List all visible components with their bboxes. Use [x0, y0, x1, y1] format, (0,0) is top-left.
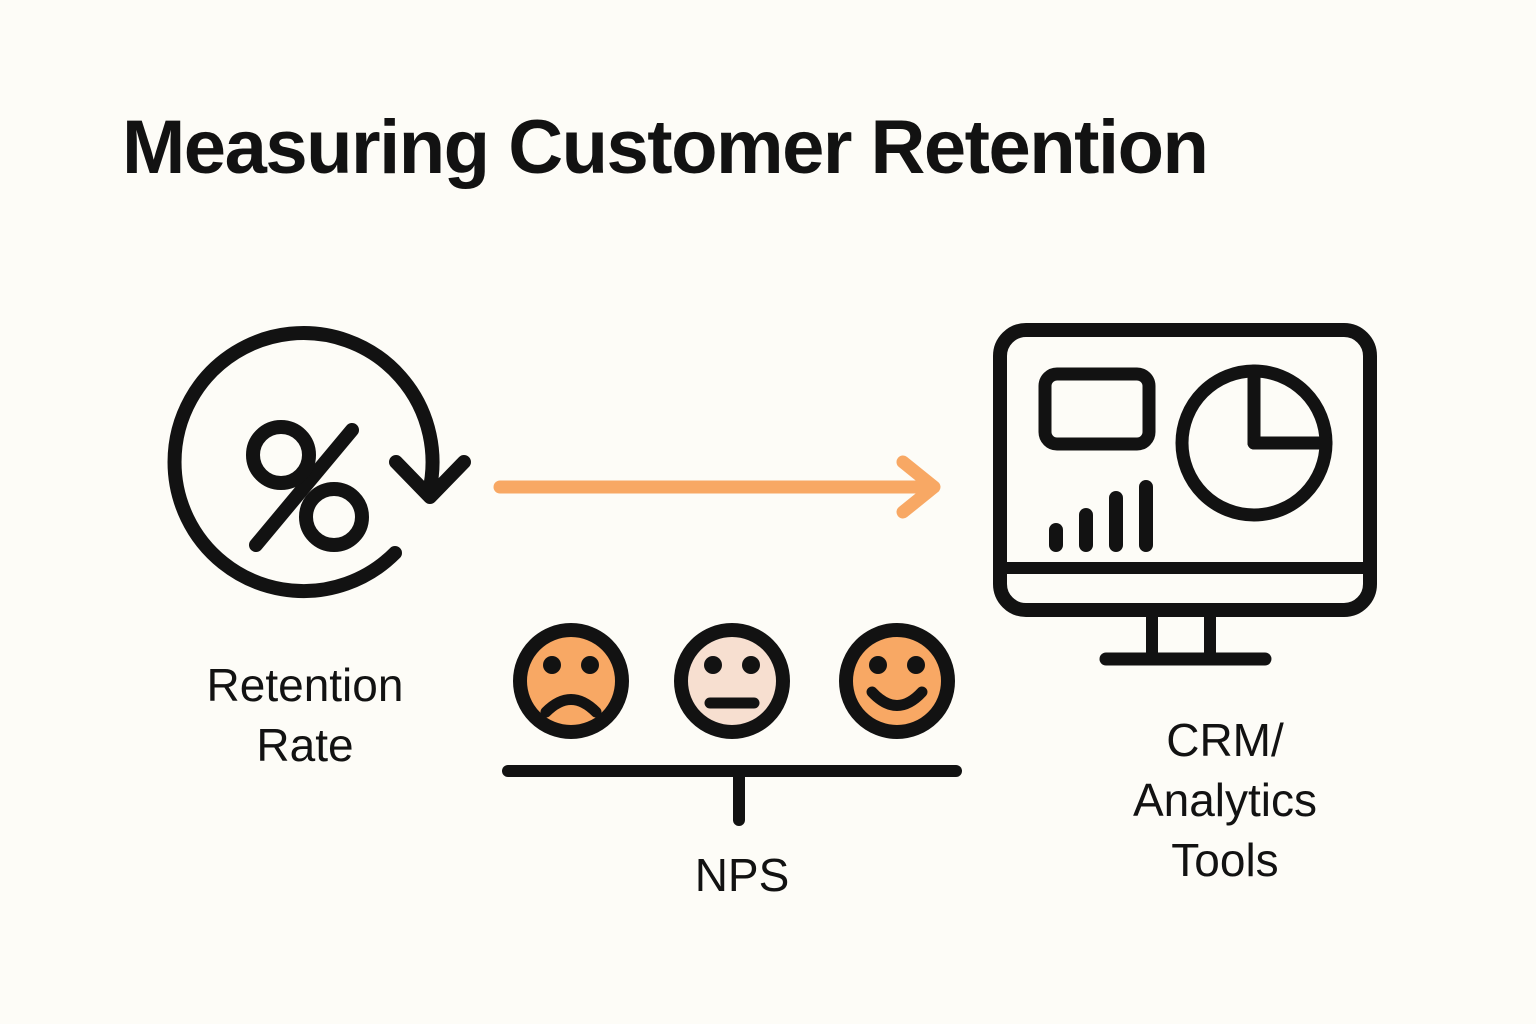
happy-face-mouth	[866, 686, 928, 711]
neutral-face-left-eye	[704, 656, 722, 674]
happy-face	[839, 623, 955, 739]
happy-face-circle	[839, 623, 955, 739]
sad-face-mouth	[540, 694, 602, 718]
percent-lower-ring	[299, 482, 369, 552]
orange-arrow-head	[896, 455, 941, 519]
neutral-face	[674, 623, 790, 739]
neutral-face-circle	[674, 623, 790, 739]
monitor-dashboard-icon	[993, 323, 1377, 666]
percent-circular-arrow-icon	[167, 326, 471, 599]
retention-arrowhead	[389, 455, 471, 504]
nps-label: NPS	[694, 849, 790, 901]
panel-widget	[1038, 367, 1156, 451]
pie-chart-widget	[1175, 364, 1333, 522]
happy-face-left-eye	[869, 656, 887, 674]
orange-arrow	[493, 455, 941, 519]
page-title: Measuring Customer Retention	[122, 105, 1209, 190]
sad-face-right-eye	[581, 656, 599, 674]
monitor-frame	[993, 323, 1377, 617]
sad-face	[513, 623, 629, 739]
percent-upper-ring	[246, 420, 316, 490]
sad-face-circle	[513, 623, 629, 739]
bar-chart-widget	[1049, 480, 1153, 552]
happy-face-right-eye	[907, 656, 925, 674]
neutral-face-right-eye	[742, 656, 760, 674]
crm-analytics-tools-label: CRM/ Analytics Tools	[1132, 714, 1318, 886]
nps-faces-scale-icon	[502, 623, 962, 826]
retention-rate-label: Retention Rate	[206, 659, 404, 771]
percent-slash	[249, 423, 359, 552]
sad-face-left-eye	[543, 656, 561, 674]
retention-arc	[167, 326, 440, 599]
